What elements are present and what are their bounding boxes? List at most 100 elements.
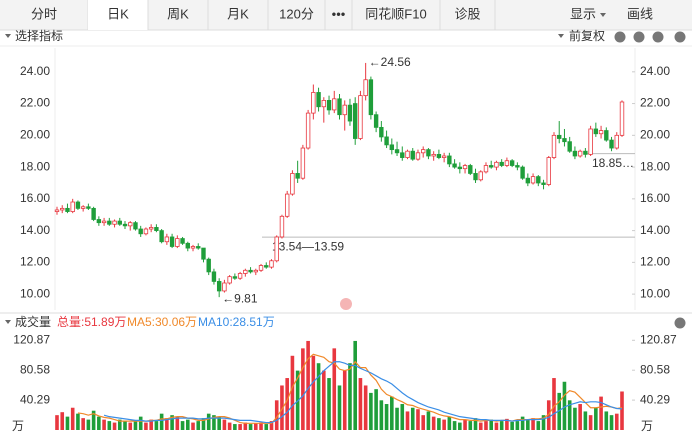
volume-bar <box>437 418 441 430</box>
volume-bar <box>337 385 342 430</box>
settings[interactable] <box>674 31 686 43</box>
volume-bar <box>123 421 127 430</box>
candle-body <box>96 219 102 224</box>
candle-body <box>295 173 300 179</box>
candle-body <box>462 165 468 170</box>
adjust-select[interactable]: 前复权 <box>569 28 605 43</box>
indicator-select[interactable]: 选择指标 <box>15 28 63 43</box>
volume-bar <box>604 411 609 430</box>
candle-body <box>572 150 578 157</box>
candle-body <box>347 104 353 122</box>
y-tick-label: 10.00 <box>20 286 50 300</box>
candle-body <box>107 220 112 225</box>
candle-body <box>551 134 557 158</box>
event-marker[interactable] <box>340 298 352 310</box>
volume-bar <box>405 411 410 430</box>
volume-bar <box>175 416 180 430</box>
candle-body <box>530 176 536 184</box>
candle-body <box>279 215 285 238</box>
volume-bar <box>269 421 274 430</box>
volume-bar <box>489 419 494 430</box>
volume-bar <box>578 404 582 430</box>
y-tick-label: 14.00 <box>640 223 670 237</box>
y-tick-label: 22.00 <box>640 96 670 110</box>
candle-body <box>169 236 175 247</box>
tab[interactable]: 日K <box>107 6 129 21</box>
candle-body <box>65 207 70 212</box>
zoom-out[interactable] <box>614 31 626 43</box>
volume-bar <box>510 421 514 430</box>
ma10-line <box>103 361 623 424</box>
tab-right[interactable]: 画线 <box>627 6 653 21</box>
volume-bar <box>348 363 352 430</box>
volume-bar <box>573 407 577 430</box>
volume-bar <box>416 409 420 430</box>
y-tick-label: 16.00 <box>20 191 50 205</box>
tab[interactable]: 周K <box>167 6 189 21</box>
candle-body <box>452 163 457 168</box>
volume-bar <box>212 415 216 430</box>
volume-bar <box>233 424 237 430</box>
candle-body <box>504 160 510 166</box>
tab-right[interactable]: 显示 <box>570 6 596 21</box>
volume-bar <box>301 348 305 430</box>
candle-body <box>541 182 546 185</box>
caret <box>558 34 564 38</box>
settings[interactable] <box>674 317 686 329</box>
volume-bar <box>447 416 452 430</box>
candle-body <box>248 269 253 273</box>
zoom-in[interactable] <box>633 31 645 43</box>
volume-bar <box>395 407 399 430</box>
volume-bar <box>484 421 488 430</box>
volume-bar <box>478 422 483 430</box>
volume-bar <box>185 419 190 430</box>
candle-body <box>515 165 520 168</box>
candle-body <box>243 269 248 274</box>
volume-bar <box>107 421 112 430</box>
candle-body <box>164 236 170 243</box>
v-tick-label: 120.87 <box>13 332 50 346</box>
candle-body <box>154 227 159 232</box>
candle-body <box>520 166 525 179</box>
volume-bar <box>494 422 499 430</box>
candle-body <box>206 258 211 273</box>
candle-body <box>143 228 149 235</box>
volume-bar <box>159 413 164 430</box>
volume-bar <box>363 385 368 430</box>
volume-title: 成交量 <box>15 314 51 329</box>
candle-body <box>269 260 274 268</box>
volume-bar <box>217 416 221 430</box>
y-tick-label: 20.00 <box>20 128 50 142</box>
y-tick-label: 10.00 <box>640 286 670 300</box>
y-tick-label: 24.00 <box>640 64 670 78</box>
volume-bar <box>588 415 593 430</box>
volume-bar <box>133 421 138 430</box>
tab[interactable]: 诊股 <box>454 6 480 21</box>
candle-body <box>253 269 258 273</box>
tab[interactable]: 月K <box>227 6 249 21</box>
volume-bar <box>311 355 316 430</box>
candle-body <box>86 206 91 209</box>
volume-bar <box>557 392 562 430</box>
volume-bar <box>238 424 242 430</box>
tab[interactable]: 同花顺F10 <box>365 6 426 21</box>
add[interactable] <box>652 31 664 43</box>
tab[interactable]: 120分 <box>279 6 314 21</box>
volume-bar <box>431 416 436 430</box>
v-tick-label: 80.58 <box>20 362 50 376</box>
candle-body <box>227 276 232 284</box>
volume-bar <box>421 415 426 430</box>
y-tick-label: 20.00 <box>640 128 670 142</box>
candle-body <box>75 201 81 209</box>
volume-bar <box>112 422 117 430</box>
volume-bar <box>149 419 153 430</box>
candle-body <box>604 130 609 141</box>
candle-body <box>117 220 122 225</box>
candle-body <box>222 282 227 292</box>
candle-body <box>619 101 625 136</box>
volume-bar <box>426 411 431 430</box>
volume-bar <box>243 422 248 430</box>
volume-bar <box>144 422 148 430</box>
tab[interactable]: ••• <box>332 6 346 21</box>
tab[interactable]: 分时 <box>31 6 57 21</box>
